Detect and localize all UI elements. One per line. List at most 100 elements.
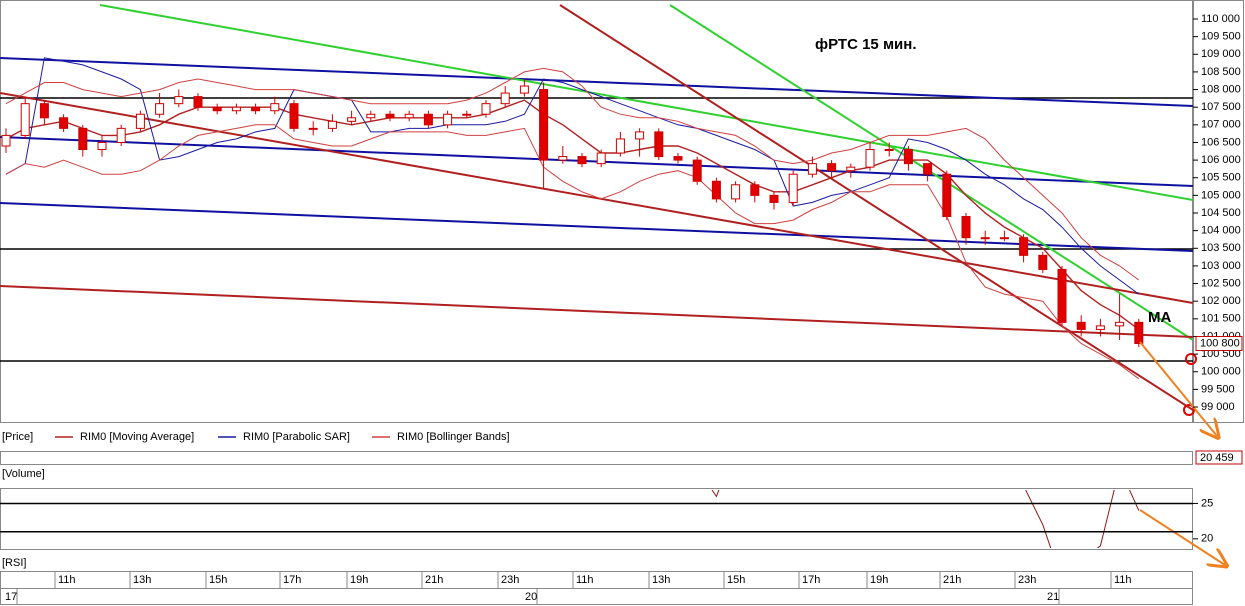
indicator-line (5, 57, 1140, 295)
candle-body (1019, 237, 1029, 256)
volume-panel (0, 451, 1193, 465)
last-volume-label: 20 459 (1200, 452, 1234, 464)
x-tick-label: 23h (501, 574, 519, 586)
candle-body (750, 184, 760, 196)
candle-body (999, 237, 1009, 240)
y-tick-label: 106 500 (1201, 136, 1241, 148)
price-axis-panel (1193, 0, 1244, 423)
candle-body (692, 159, 702, 182)
indicator-line (5, 124, 1140, 380)
candle-body (289, 103, 299, 129)
y-tick-label: 105 000 (1201, 189, 1241, 201)
price-marks (1, 57, 1144, 380)
y-tick-label: 100 000 (1201, 366, 1241, 378)
annotation: фРТС 15 мин. (815, 36, 917, 53)
x-tick-label: 11h (1114, 574, 1132, 586)
candle-body (231, 106, 241, 112)
trend-line (0, 57, 1193, 107)
candle-body (174, 96, 184, 105)
candle-body (673, 156, 683, 161)
y-tick-label: 102 500 (1201, 277, 1241, 289)
x-tick-label: 19h (870, 574, 888, 586)
date-axis (0, 588, 1193, 605)
candle-body (135, 113, 145, 129)
indicator-line (5, 67, 1140, 281)
time-axis (0, 571, 1193, 589)
candle-body (1115, 321, 1125, 327)
candle-body (980, 237, 990, 240)
candle-body (519, 85, 529, 94)
candle-body (327, 120, 337, 129)
x-tick-label: 17h (283, 574, 301, 586)
y-tick-label: 25 (1201, 497, 1213, 509)
last-volume-box (1195, 450, 1243, 465)
candle-body (558, 156, 568, 161)
forecast-arrow (1139, 341, 1217, 436)
y-tick-label: 107 500 (1201, 101, 1241, 113)
candle-body (443, 113, 453, 126)
legend-label: RIM0 [Bollinger Bands] (397, 431, 510, 443)
y-tick-label: 99 000 (1201, 401, 1235, 413)
y-tick-label: 109 500 (1201, 31, 1241, 43)
y-tick-label: 104 000 (1201, 225, 1241, 237)
candle-body (270, 103, 280, 112)
x-tick-label: 11h (58, 574, 76, 586)
candle-body (423, 113, 433, 126)
candle-body (942, 173, 952, 218)
x-tick-label: 13h (133, 574, 151, 586)
candle-body (347, 117, 357, 122)
candle-body (78, 127, 88, 151)
y-tick-label: 105 500 (1201, 172, 1241, 184)
last-price-label: 100 800 (1200, 337, 1240, 349)
candle-body (59, 117, 69, 129)
candle-body (539, 89, 549, 161)
candle-body (577, 156, 587, 165)
target-circle (1183, 404, 1195, 416)
y-tick-label: 102 000 (1201, 295, 1241, 307)
candle-body (404, 113, 414, 119)
x-tick-label: 23h (1018, 574, 1036, 586)
price-panel (0, 0, 1193, 423)
candle-body (884, 149, 894, 152)
candle-body (865, 149, 875, 168)
panel-title: [Price] (2, 431, 33, 443)
x-tick-label: 11h (576, 574, 594, 586)
candle-body (500, 92, 510, 105)
candle-body (1076, 321, 1086, 330)
candle-body (20, 103, 30, 136)
date-label: 21 (1047, 591, 1059, 603)
x-tick-label: 21h (943, 574, 961, 586)
legend-label: RIM0 [Moving Average] (80, 431, 194, 443)
trend-line (99, 4, 1193, 201)
y-tick-label: 108 500 (1201, 66, 1241, 78)
y-tick-label: 20 (1201, 533, 1213, 545)
candle-body (615, 138, 625, 154)
candle-body (366, 113, 376, 119)
y-tick-label: 106 000 (1201, 154, 1241, 166)
trend-line (559, 4, 1193, 411)
y-tick-label: 103 000 (1201, 260, 1241, 272)
candle-body (731, 184, 741, 200)
candle-body (212, 106, 222, 112)
candle-body (635, 131, 645, 140)
candle-body (308, 127, 318, 130)
date-label: 20 (525, 591, 537, 603)
candle-body (1, 134, 11, 147)
x-tick-label: 17h (802, 574, 820, 586)
trend-line (0, 136, 1193, 187)
candle-body (596, 152, 606, 165)
candle-body (155, 103, 165, 115)
y-tick-label: 110 000 (1201, 13, 1240, 25)
x-tick-label: 13h (652, 574, 670, 586)
candle-body (251, 106, 261, 112)
y-tick-label: 107 000 (1201, 119, 1241, 131)
forecast-arrow (1139, 509, 1225, 565)
candle-body (116, 127, 126, 143)
candle-body (711, 180, 721, 200)
candle-body (97, 141, 107, 151)
x-tick-label: 19h (350, 574, 368, 586)
candle-body (39, 103, 49, 119)
candle-body (769, 194, 779, 203)
candle-body (1038, 254, 1048, 270)
